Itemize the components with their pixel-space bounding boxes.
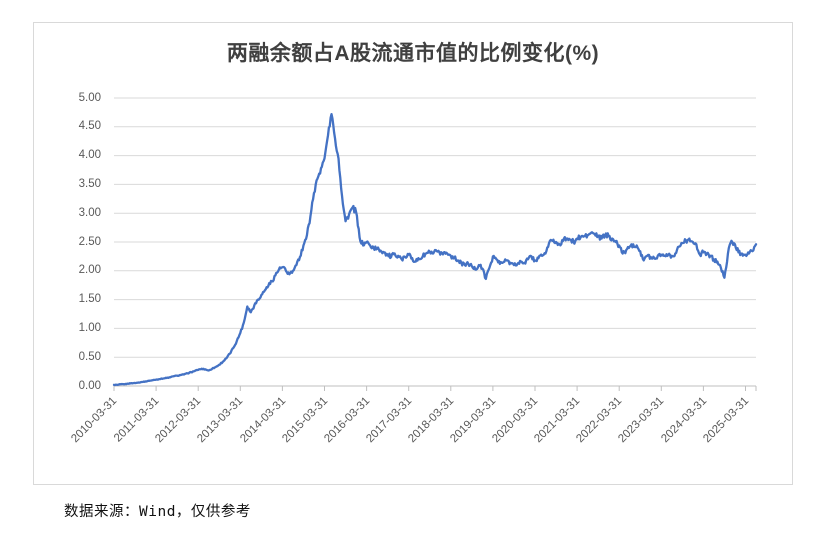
chart-title: 两融余额占A股流通市值的比例变化(%) xyxy=(226,42,600,65)
y-tick-label: 4.00 xyxy=(78,149,101,162)
y-tick-label: 1.50 xyxy=(78,293,101,306)
plot-area xyxy=(112,97,758,391)
y-tick-label: 1.00 xyxy=(78,321,101,334)
series-line xyxy=(112,112,758,387)
y-tick-label: 0.00 xyxy=(78,379,101,392)
y-tick-label: 5.00 xyxy=(78,91,101,104)
data-source-note: 数据来源：Wind，仅供参考 xyxy=(64,504,251,520)
y-tick-label: 4.50 xyxy=(78,120,101,133)
y-tick-label: 3.50 xyxy=(78,177,101,190)
y-tick-label: 0.50 xyxy=(78,350,101,363)
y-tick-label: 2.00 xyxy=(78,264,101,277)
chart-container: 两融余额占A股流通市值的比例变化(%) 0.00 0.50 1.00 1.50 2.00… xyxy=(33,22,793,485)
y-tick-label: 3.00 xyxy=(78,206,101,219)
y-tick-label: 2.50 xyxy=(78,235,101,248)
